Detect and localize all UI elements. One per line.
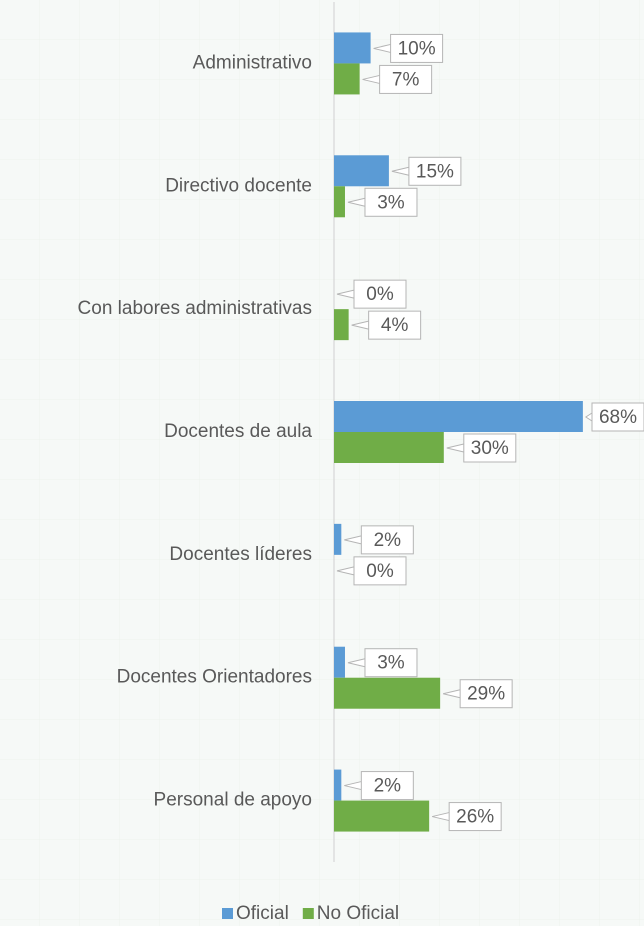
value-label: 15%: [416, 161, 454, 182]
label-callout: [443, 689, 461, 699]
category-label: Docentes Orientadores: [117, 667, 312, 688]
value-label: 0%: [366, 561, 394, 582]
label-box: [353, 556, 407, 586]
bar: [334, 309, 349, 341]
bar: [334, 32, 371, 64]
label-box: [379, 64, 433, 94]
bar: [334, 432, 444, 463]
label-callout: [584, 412, 593, 422]
legend-label: No Oficial: [317, 903, 399, 924]
label-callout: [362, 74, 380, 84]
label-box: [459, 679, 513, 709]
legend-swatch: [302, 908, 314, 919]
bar: [334, 63, 360, 95]
bar: [334, 155, 389, 187]
bar: [334, 800, 430, 832]
value-label: 10%: [398, 38, 436, 59]
value-label: 0%: [366, 284, 394, 305]
label-callout: [344, 781, 362, 791]
label-callout: [336, 566, 355, 576]
value-label: 2%: [374, 530, 402, 551]
label-callout: [347, 197, 366, 207]
value-label: 30%: [471, 438, 509, 459]
label-callout: [391, 166, 410, 176]
value-label: 7%: [392, 69, 420, 90]
label-callout: [432, 812, 450, 822]
value-label: 26%: [456, 807, 494, 828]
value-label: 3%: [377, 192, 405, 213]
legend-swatch: [222, 908, 233, 919]
category-label: Personal de apoyo: [154, 790, 312, 811]
label-box: [353, 279, 407, 309]
label-box: [360, 771, 414, 801]
bar: [334, 769, 342, 801]
label-callout: [446, 443, 464, 453]
value-label: 3%: [377, 653, 405, 674]
legend-label: Oficial: [236, 903, 289, 924]
label-box: [408, 156, 462, 186]
category-label: Administrativo: [193, 52, 312, 73]
label-box: [364, 648, 418, 678]
bar: [334, 646, 345, 678]
category-label: Directivo docente: [165, 175, 312, 196]
category-label: Docentes líderes: [169, 544, 312, 565]
label-callout: [347, 658, 366, 668]
bar: [334, 677, 441, 709]
value-label: 68%: [599, 407, 637, 428]
category-label: Docentes de aula: [164, 421, 312, 442]
bar: [334, 186, 345, 218]
bar: [334, 401, 583, 432]
label-box: [463, 433, 517, 463]
label-box: [390, 33, 444, 63]
label-callout: [373, 43, 391, 53]
label-box: [368, 310, 422, 340]
label-box: [591, 402, 644, 432]
value-label: 4%: [381, 315, 409, 336]
category-label: Con labores administrativas: [78, 298, 312, 319]
label-box: [448, 802, 502, 832]
label-box: [364, 187, 418, 217]
label-callout: [351, 320, 369, 330]
label-box: [360, 525, 414, 555]
value-label: 29%: [467, 684, 505, 705]
value-label: 2%: [374, 776, 402, 797]
bar: [334, 523, 342, 555]
label-callout: [336, 289, 355, 299]
label-callout: [344, 535, 362, 545]
